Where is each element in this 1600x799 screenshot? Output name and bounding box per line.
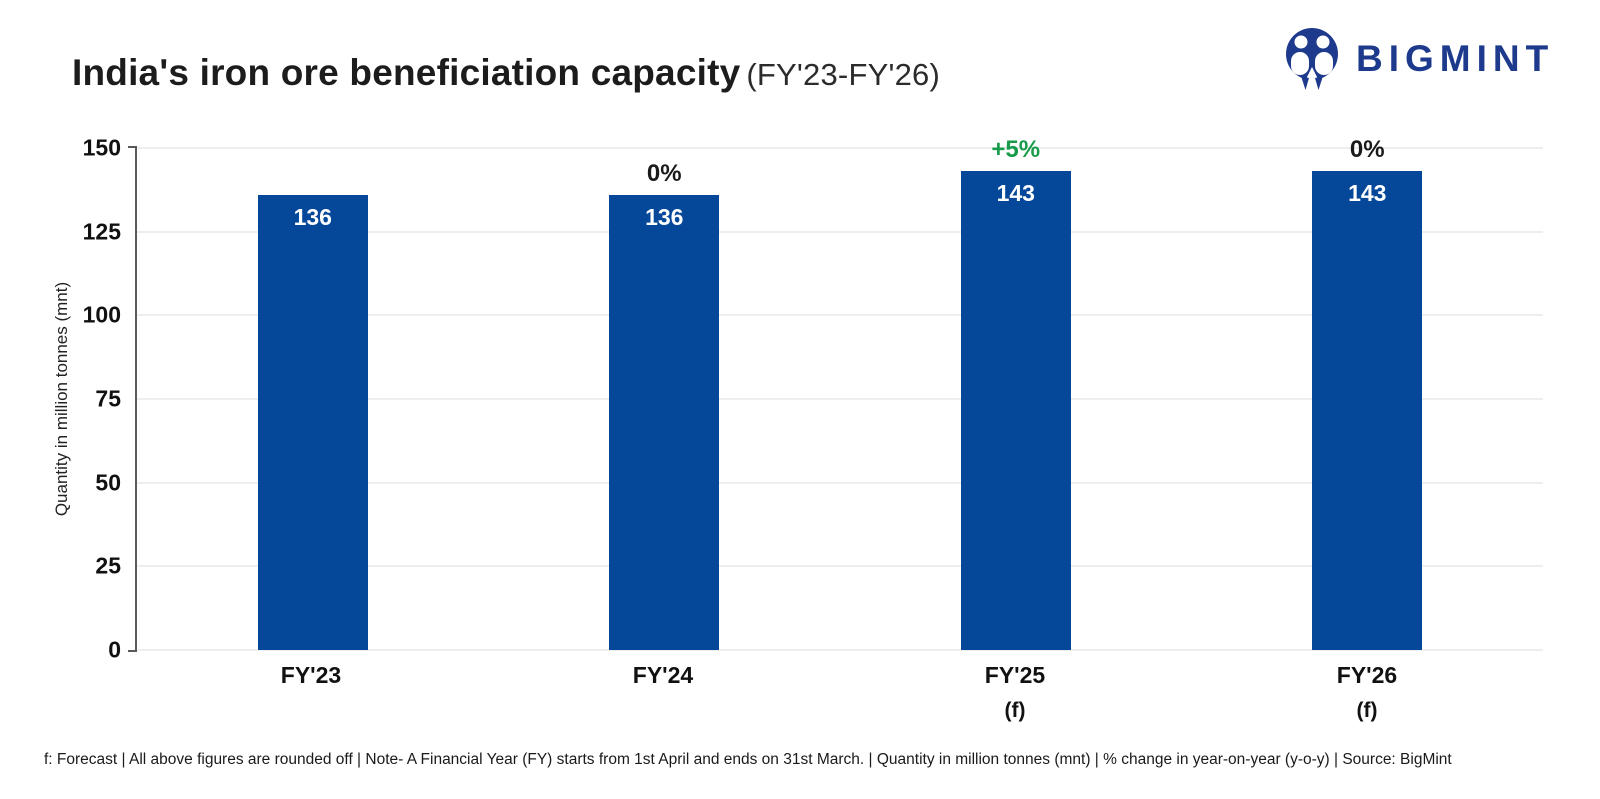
x-category-label: FY'24 [632,662,694,688]
y-axis-title: Quantity in million tonnes (mnt) [52,281,71,517]
page-title-main: India's iron ore beneficiation capacity [72,52,741,93]
gridline-150 [137,147,1543,149]
plot-area: 0 25 50 75 100 125 150 136 136 0% 143 +5% 143 0% [83,136,1543,661]
y-tick-label-150: 150 [82,134,121,161]
y-tick-label-125: 125 [82,218,121,245]
y-tick-label-75: 75 [95,385,121,412]
gridline-0 [137,649,1543,651]
bar-value-label: 143 [1348,180,1387,207]
x-label-group: FY'24 [633,662,693,689]
bigmint-logo-icon [1286,28,1338,90]
bar-FY'23: 136 [257,194,368,650]
bar-FY'25: 143 +5% [960,138,1071,650]
y-tick-label-0: 0 [108,636,121,663]
y-tick-label-50: 50 [95,469,121,496]
gridline-25 [137,565,1543,567]
x-category-label: FY'23 [280,662,342,688]
gridline-50 [137,482,1543,484]
x-label-group: FY'26 (f) [1337,662,1397,723]
x-axis-labels: FY'23 FY'24 FY'25 (f) FY'26 (f) [135,662,1543,742]
change-label: +5% [991,136,1041,164]
forecast-marker: (f) [1004,699,1026,722]
forecast-marker: (f) [1356,699,1378,722]
page-title: India's iron ore beneficiation capacity(… [72,52,940,94]
y-axis-cap [128,650,137,652]
bar-FY'26: 143 0% [1312,138,1423,650]
bar-value-label: 136 [293,203,332,230]
gridline-75 [137,398,1543,400]
change-label: 0% [1349,136,1385,164]
gridline-100 [137,314,1543,316]
bigmint-logo-text: BIGMINT [1356,38,1555,79]
x-category-label: FY'26 [1336,662,1398,688]
gridline-125 [137,231,1543,233]
bar-value-label: 136 [645,203,684,230]
footnote: f: Forecast | All above figures are roun… [44,751,1452,768]
y-axis-cap [128,146,137,148]
x-label-group: FY'23 [281,662,341,689]
page-title-suffix: (FY'23-FY'26) [746,57,940,92]
bar-FY'24: 136 0% [609,161,720,650]
bigmint-logo: BIGMINT [1280,26,1554,92]
x-label-group: FY'25 (f) [985,662,1045,723]
y-tick-label-25: 25 [95,552,121,579]
x-category-label: FY'25 [984,662,1046,688]
bar-value-label: 143 [996,180,1035,207]
y-tick-label-100: 100 [82,301,121,328]
change-label: 0% [646,159,682,187]
